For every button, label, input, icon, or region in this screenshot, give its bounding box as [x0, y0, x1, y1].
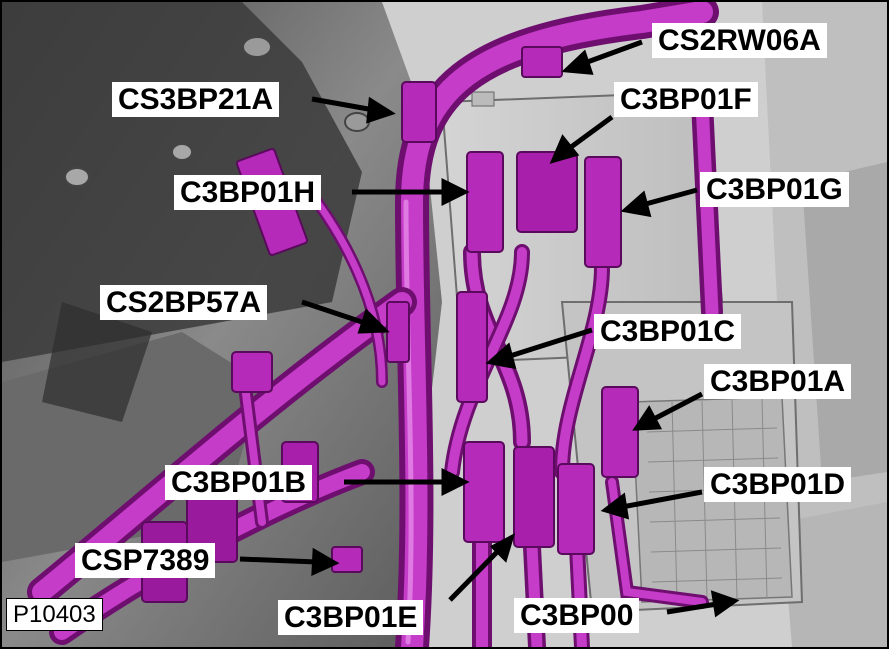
label-c3bp01d: C3BP01D	[704, 467, 852, 502]
label-c3bp01f: C3BP01F	[614, 82, 758, 117]
label-cs2rw06a: CS2RW06A	[652, 23, 827, 58]
label-c3bp01e: C3BP01E	[278, 600, 424, 635]
label-cs3bp21a: CS3BP21A	[112, 82, 280, 117]
label-c3bp01g: C3BP01G	[700, 172, 849, 207]
label-c3bp00: C3BP00	[514, 598, 640, 633]
label-c3bp01h: C3BP01H	[174, 175, 322, 210]
callout-arrows	[239, 39, 740, 618]
label-c3bp01b: C3BP01B	[165, 465, 313, 500]
label-c3bp01c: C3BP01C	[594, 314, 742, 349]
figure-id: P10403	[6, 598, 103, 631]
label-c3bp01a: C3BP01A	[704, 364, 852, 399]
label-cs2bp57a: CS2BP57A	[100, 285, 268, 320]
label-csp7389: CSP7389	[75, 543, 216, 578]
